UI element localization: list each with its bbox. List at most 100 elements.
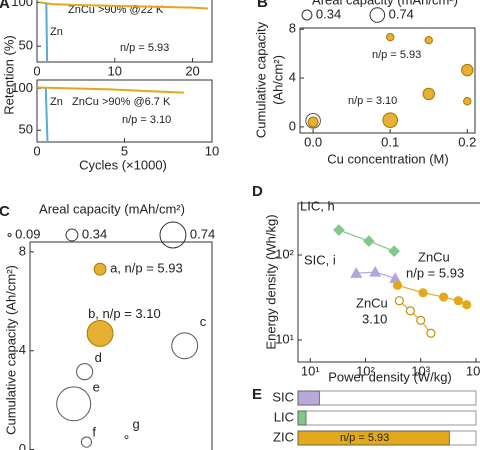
x-axis-label: Power density (W/kg) [328, 369, 452, 384]
bar-label: n/p = 5.93 [340, 432, 389, 444]
size-legend-label: 0.74 [190, 226, 215, 241]
y-tick-label: 4 [19, 342, 26, 357]
y-tick-label: 100 [11, 80, 33, 95]
y-tick-label: 10¹ [275, 331, 294, 346]
size-legend-label: 0.34 [316, 6, 341, 21]
bubble [382, 112, 399, 128]
size-legend-symbol [369, 7, 386, 23]
y-tick-label: 0 [289, 118, 296, 133]
y-tick-label: 100 [11, 0, 33, 9]
size-legend-label: 0.34 [82, 226, 107, 241]
marker [439, 292, 449, 302]
marker [392, 280, 403, 290]
point-label: b, n/p = 3.10 [88, 306, 161, 321]
annotation: Zn [50, 96, 63, 108]
y-tick-label: 0 [19, 441, 26, 450]
panel-letter: A [0, 0, 10, 12]
x-tick-label: 10¹ [301, 363, 320, 378]
bubble [86, 319, 114, 347]
category-label: ZIC [273, 429, 294, 444]
marker [388, 245, 400, 258]
bubble [463, 97, 472, 106]
point-label: e [93, 379, 100, 394]
panel-title: Areal capacity (mAh/cm²) [312, 0, 458, 7]
x-axis-label: Cycles (×1000) [79, 157, 167, 172]
bubble [307, 116, 319, 128]
bubble [461, 63, 474, 77]
series-line [44, 88, 49, 143]
series-line [398, 300, 432, 334]
annotation: n/p = 3.10 [348, 95, 397, 107]
x-tick-label: 0 [33, 143, 40, 158]
bar [297, 390, 320, 406]
point-label: g [132, 417, 139, 432]
series-line [39, 1, 209, 10]
y-tick-label: 8 [289, 21, 296, 36]
y-axis-label: (Ah/cm²) [270, 55, 285, 105]
series-label: SIC, i [304, 252, 336, 267]
marker [350, 267, 363, 278]
category-label: SIC [272, 389, 294, 404]
y-tick-label: 10² [275, 246, 294, 261]
size-legend-symbol [159, 221, 187, 249]
point-label: c [200, 314, 207, 329]
bubble [80, 436, 92, 448]
bubble [76, 363, 94, 381]
marker [394, 296, 404, 306]
x-tick-label: 10 [205, 143, 219, 158]
size-legend-symbol [7, 232, 12, 238]
bubble [424, 36, 433, 45]
series-note: n/p = 5.93 [406, 265, 464, 280]
marker [416, 315, 426, 325]
x-tick-label: 0.1 [381, 134, 399, 149]
marker [462, 300, 472, 310]
y-tick-label: 8 [19, 243, 26, 258]
size-legend-symbol [65, 228, 79, 242]
size-legend-symbol [301, 9, 313, 21]
annotation: n/p = 5.93 [120, 42, 169, 54]
bar [297, 430, 450, 446]
plot-frame [297, 202, 480, 363]
bubble [422, 87, 435, 101]
marker [333, 224, 345, 236]
point-label: d [95, 350, 102, 365]
annotation: n/p = 3.10 [122, 114, 171, 126]
marker [453, 296, 463, 306]
panel-letter: E [252, 386, 262, 403]
series-label: ZnCu [356, 295, 388, 310]
marker [426, 328, 436, 338]
x-tick-label: 20 [185, 63, 199, 78]
marker [405, 306, 415, 316]
bubble [305, 112, 321, 129]
y-tick-label: 50 [19, 38, 33, 53]
marker [418, 288, 428, 298]
y-axis-label: Cumulative capacity (Ah/cm²) [3, 265, 18, 435]
bubble [93, 262, 107, 276]
bar-track [297, 410, 477, 426]
plot-frame [36, 0, 213, 63]
series-label: LIC, h [300, 198, 335, 213]
series-line [36, 86, 185, 94]
y-tick-label: 50 [19, 122, 33, 137]
series-note: 3.10 [362, 311, 387, 326]
panel-letter: D [252, 183, 263, 200]
x-tick-label: 5 [121, 143, 128, 158]
panel-letter: B [257, 0, 268, 11]
bubble [385, 32, 395, 42]
bar-track [297, 390, 477, 406]
marker [369, 265, 382, 277]
x-axis-label: Cu concentration (M) [327, 151, 448, 166]
series-label: ZnCu [418, 249, 450, 264]
plot-frame [299, 27, 476, 134]
bubble [171, 332, 199, 360]
y-axis-label: Cumulative capacity [253, 21, 268, 138]
point-label: f [92, 425, 96, 440]
x-tick-label: 0 [33, 63, 40, 78]
x-tick-label: 0.2 [458, 134, 476, 149]
y-axis-label: Energy density (Wh/kg) [263, 214, 278, 349]
bubble [56, 386, 92, 422]
y-axis-label: Retention (%) [1, 35, 16, 114]
category-label: LIC [274, 409, 294, 424]
panel-letter: C [0, 203, 10, 220]
marker [362, 235, 375, 247]
